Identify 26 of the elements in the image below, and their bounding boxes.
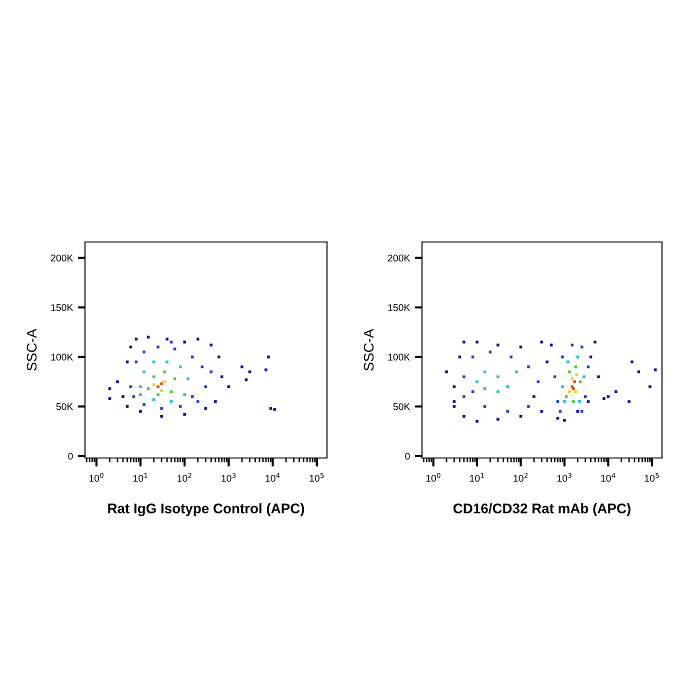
y-axis-title: SSC-A <box>26 328 37 371</box>
x-tick-label: 10$^{0}$ <box>89 472 104 482</box>
x-tick-label: 10$^{2}$ <box>514 472 528 482</box>
x-tick-label: 10$^{4}$ <box>266 472 280 482</box>
y-tick-label: 50K <box>393 403 410 410</box>
y-tick-label: 0 <box>68 452 73 460</box>
x-tick-label: 10$^{3}$ <box>222 472 236 482</box>
y-tick-label: 100K <box>51 354 74 361</box>
x-tick-label: 10$^{5}$ <box>310 472 324 482</box>
y-tick-label: 200K <box>388 254 410 262</box>
x-tick-label: 10$^{3}$ <box>557 472 572 482</box>
x-tick-label: 10$^{0}$ <box>426 472 440 482</box>
x-tick-label: 10$^{4}$ <box>601 472 616 482</box>
y-tick-label: 100K <box>388 354 410 361</box>
y-axis-title: SSC-A <box>364 328 374 371</box>
x-axis-title: Rat IgG Isotype Control (APC) <box>108 503 304 516</box>
y-tick-label: 200K <box>50 254 74 262</box>
x-tick-label: 10$^{1}$ <box>470 472 484 482</box>
x-tick-label: 10$^{2}$ <box>178 472 192 482</box>
y-tick-label: 50K <box>56 403 74 410</box>
x-tick-label: 10$^{1}$ <box>133 472 148 482</box>
x-tick-label: 10$^{5}$ <box>644 472 659 482</box>
y-tick-label: 0 <box>405 452 410 460</box>
y-tick-label: 150K <box>388 304 410 312</box>
y-tick-label: 150K <box>51 304 74 312</box>
x-axis-title: CD16/CD32 Rat mAb (APC) <box>453 503 630 516</box>
